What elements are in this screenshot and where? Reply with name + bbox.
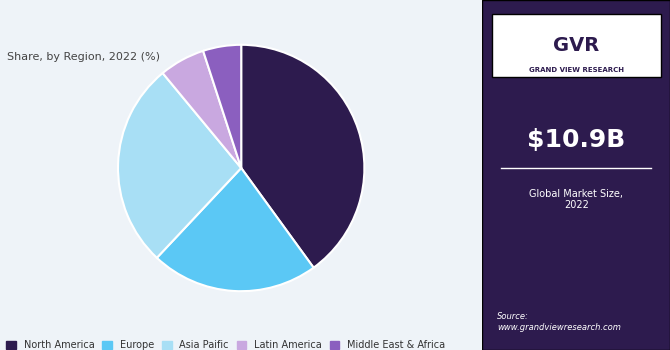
- Text: GRAND VIEW RESEARCH: GRAND VIEW RESEARCH: [529, 67, 624, 73]
- Text: Share, by Region, 2022 (%): Share, by Region, 2022 (%): [7, 52, 159, 63]
- Wedge shape: [241, 45, 364, 268]
- Text: $10.9B: $10.9B: [527, 128, 625, 152]
- FancyBboxPatch shape: [492, 14, 661, 77]
- Wedge shape: [118, 73, 241, 258]
- Legend: North America, Europe, Asia Paific, Latin America, Middle East & Africa: North America, Europe, Asia Paific, Lati…: [3, 336, 449, 350]
- Text: GVR: GVR: [553, 36, 600, 55]
- Wedge shape: [157, 168, 314, 291]
- Text: Global Market Size,
2022: Global Market Size, 2022: [529, 189, 623, 210]
- Wedge shape: [163, 51, 241, 168]
- FancyBboxPatch shape: [482, 0, 670, 350]
- Text: Source:
www.grandviewresearch.com: Source: www.grandviewresearch.com: [497, 312, 621, 332]
- Wedge shape: [203, 45, 241, 168]
